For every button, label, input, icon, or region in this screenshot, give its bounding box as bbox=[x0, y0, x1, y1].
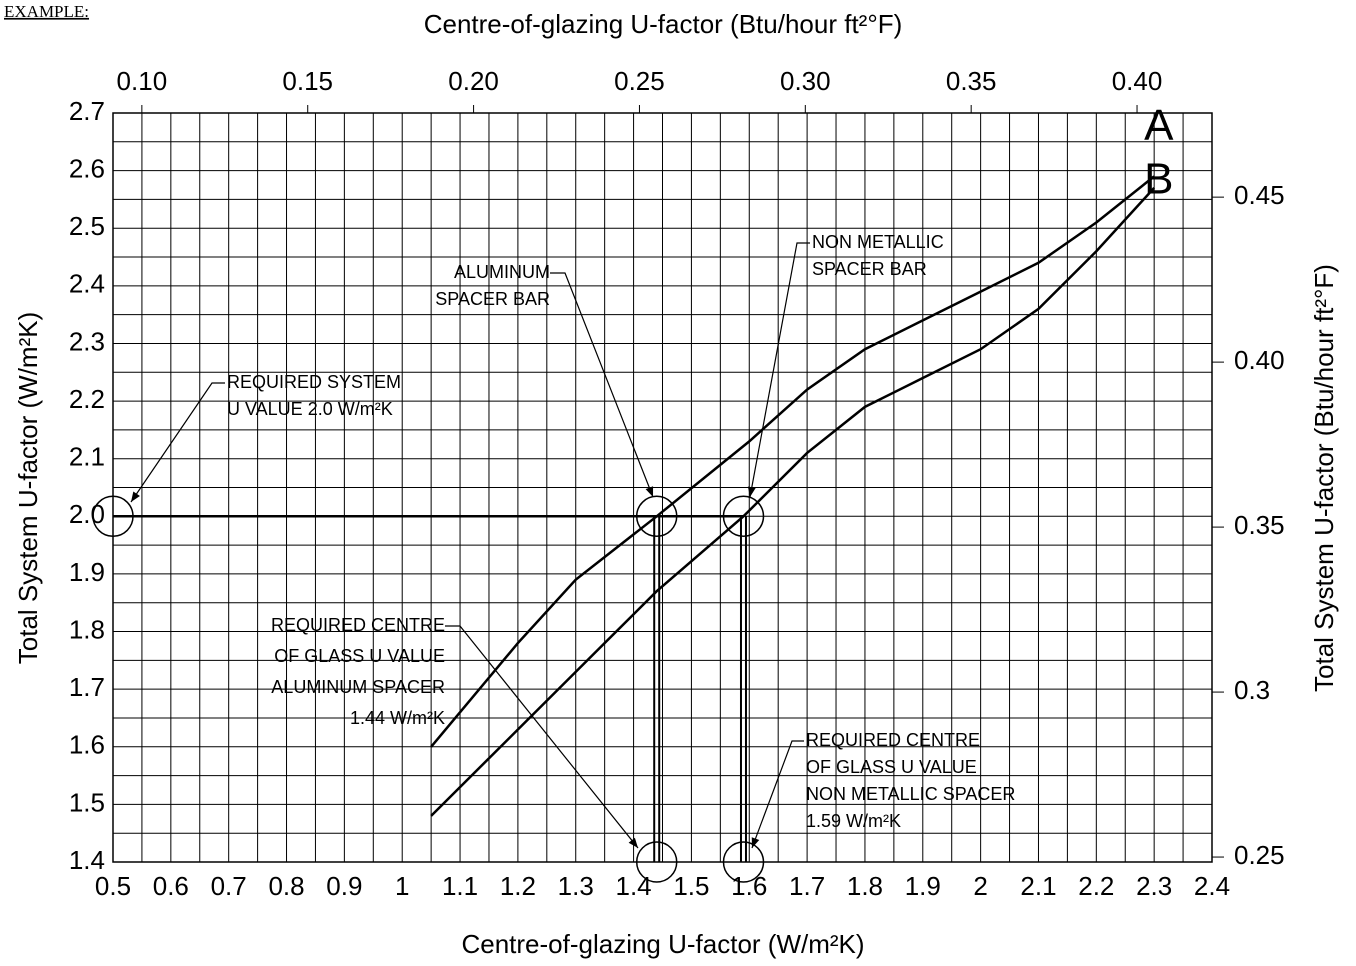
y2-tick-label: 0.35 bbox=[1234, 510, 1285, 540]
highlight-circle bbox=[722, 841, 765, 883]
x-tick-label: 2.2 bbox=[1078, 871, 1114, 901]
x-tick-label: 0.6 bbox=[153, 871, 189, 901]
x-tick-label: 1 bbox=[395, 871, 409, 901]
leader-line bbox=[445, 625, 639, 849]
x-tick-label: 0.8 bbox=[268, 871, 304, 901]
x-tick-label: 1.7 bbox=[789, 871, 825, 901]
x-tick-label: 2.1 bbox=[1020, 871, 1056, 901]
x-tick-label: 1.8 bbox=[847, 871, 883, 901]
example-label: EXAMPLE: bbox=[4, 2, 89, 21]
x-tick-label: 1.2 bbox=[500, 871, 536, 901]
y2-tick-label: 0.25 bbox=[1234, 840, 1285, 870]
series-label: A bbox=[1144, 101, 1174, 150]
y2-axis-title: Total System U-factor (Btu/hour ft²°F) bbox=[1309, 264, 1339, 692]
annotation: U VALUE 2.0 W/m²K bbox=[227, 399, 393, 419]
annotation: REQUIRED CENTRE bbox=[806, 730, 980, 750]
series-label: B bbox=[1144, 155, 1173, 204]
annotation: SPACER BAR bbox=[435, 289, 550, 309]
x-tick-label: 2.3 bbox=[1136, 871, 1172, 901]
annotation: REQUIRED SYSTEM bbox=[227, 372, 401, 392]
x2-tick-label: 0.15 bbox=[282, 66, 333, 96]
x2-tick-label: 0.10 bbox=[117, 66, 168, 96]
y-tick-label: 1.5 bbox=[69, 787, 105, 817]
highlight-circle bbox=[722, 495, 765, 538]
x-tick-label: 2 bbox=[973, 871, 987, 901]
y-tick-label: 2.0 bbox=[69, 499, 105, 529]
x-tick-label: 1.4 bbox=[616, 871, 652, 901]
y-tick-label: 2.6 bbox=[69, 153, 105, 183]
y-tick-label: 2.7 bbox=[69, 96, 105, 126]
annotation: ALUMINUM bbox=[454, 262, 550, 282]
x2-tick-label: 0.20 bbox=[448, 66, 499, 96]
y-tick-label: 1.6 bbox=[69, 730, 105, 760]
x-tick-label: 0.7 bbox=[211, 871, 247, 901]
x-tick-label: 1.1 bbox=[442, 871, 478, 901]
x-tick-label: 1.5 bbox=[673, 871, 709, 901]
curve bbox=[430, 175, 1155, 748]
x-tick-label: 2.4 bbox=[1194, 871, 1230, 901]
annotation: NON METALLIC bbox=[812, 232, 944, 252]
annotation: SPACER BAR bbox=[812, 259, 927, 279]
annotation: NON METALLIC SPACER bbox=[806, 784, 1015, 804]
y2-tick-label: 0.3 bbox=[1234, 675, 1270, 705]
x2-tick-label: 0.40 bbox=[1112, 66, 1163, 96]
y-tick-label: 2.1 bbox=[69, 442, 105, 472]
x2-tick-label: 0.35 bbox=[946, 66, 997, 96]
x-tick-label: 0.9 bbox=[326, 871, 362, 901]
y-tick-label: 2.3 bbox=[69, 326, 105, 356]
annotation: OF GLASS U VALUE bbox=[274, 646, 445, 666]
x-tick-label: 1.6 bbox=[731, 871, 767, 901]
leader-line bbox=[747, 242, 810, 498]
y-tick-label: 1.9 bbox=[69, 557, 105, 587]
x2-tick-label: 0.30 bbox=[780, 66, 831, 96]
y-tick-label: 2.2 bbox=[69, 384, 105, 414]
annotation: REQUIRED CENTRE bbox=[271, 615, 445, 635]
y-tick-label: 1.4 bbox=[69, 845, 105, 875]
x2-axis-title: Centre-of-glazing U-factor (Btu/hour ft²… bbox=[424, 9, 903, 39]
leader-line bbox=[550, 272, 654, 498]
x2-tick-label: 0.25 bbox=[614, 66, 665, 96]
x-tick-label: 0.5 bbox=[95, 871, 131, 901]
y-tick-label: 1.8 bbox=[69, 614, 105, 644]
y-axis-title: Total System U-factor (W/m²K) bbox=[13, 312, 43, 664]
annotation: 1.59 W/m²K bbox=[806, 811, 901, 831]
y2-tick-label: 0.40 bbox=[1234, 345, 1285, 375]
y-tick-label: 2.4 bbox=[69, 269, 105, 299]
x-tick-label: 1.3 bbox=[558, 871, 594, 901]
y-tick-label: 1.7 bbox=[69, 672, 105, 702]
annotation: OF GLASS U VALUE bbox=[806, 757, 977, 777]
curve bbox=[430, 187, 1156, 817]
highlight-circle bbox=[635, 841, 678, 883]
y-tick-label: 2.5 bbox=[69, 211, 105, 241]
leader-line bbox=[751, 740, 804, 849]
annotation: ALUMINUM SPACER bbox=[271, 677, 445, 697]
plot-frame bbox=[112, 112, 1213, 863]
y2-tick-label: 0.45 bbox=[1234, 180, 1285, 210]
leader-line bbox=[130, 382, 225, 503]
annotation: 1.44 W/m²K bbox=[350, 708, 445, 728]
x-axis-title: Centre-of-glazing U-factor (W/m²K) bbox=[461, 929, 864, 959]
x-tick-label: 1.9 bbox=[905, 871, 941, 901]
